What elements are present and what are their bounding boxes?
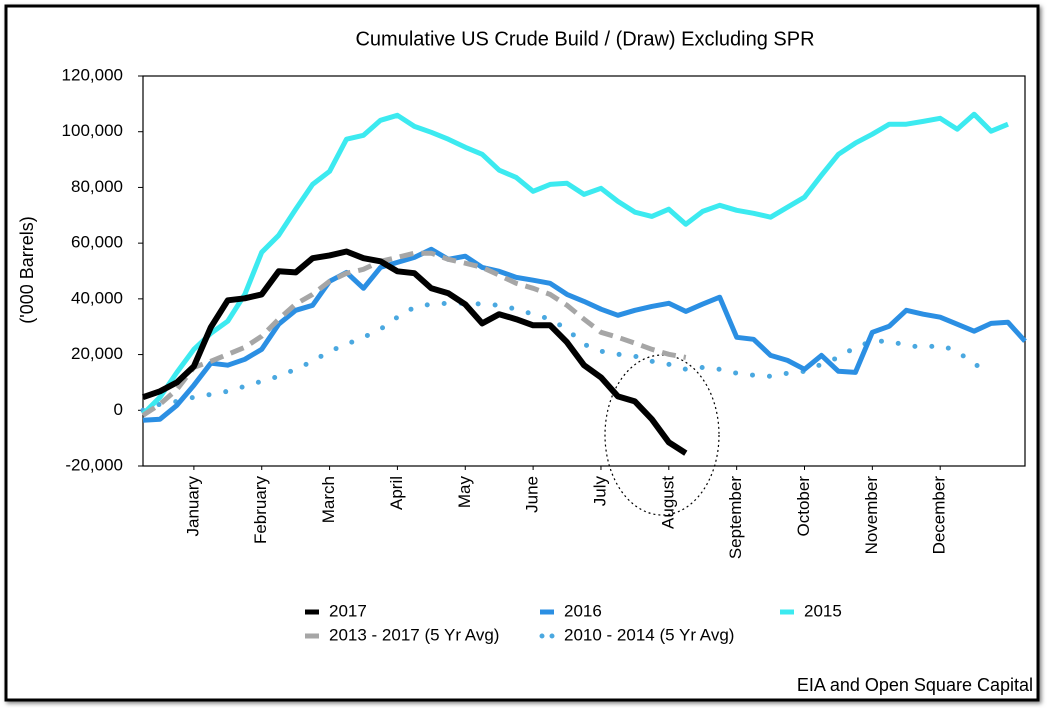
- x-tick-label: April: [387, 476, 406, 510]
- series-line: [140, 300, 994, 413]
- y-tick-label: 40,000: [71, 288, 123, 307]
- x-tick-label: May: [455, 476, 474, 509]
- legend-label: 2017: [329, 601, 367, 620]
- y-tick-label: -20,000: [65, 455, 123, 474]
- legend-label: 2016: [564, 601, 602, 620]
- x-tick-label: July: [590, 476, 609, 507]
- series-line: [141, 111, 1009, 416]
- x-tick-label: December: [930, 476, 949, 555]
- x-tick-label: November: [862, 476, 881, 555]
- legend-label: 2015: [804, 601, 842, 620]
- plot-area: [142, 75, 1026, 467]
- y-axis-label: ('000 Barrels): [17, 216, 37, 323]
- series-line: [141, 250, 687, 418]
- y-tick-label: 60,000: [71, 233, 123, 252]
- y-tick-label: 20,000: [71, 344, 123, 363]
- legend-label: 2013 - 2017 (5 Yr Avg): [329, 625, 499, 644]
- x-tick-label: August: [658, 476, 677, 529]
- chart-title: Cumulative US Crude Build / (Draw) Exclu…: [355, 28, 814, 50]
- x-tick-label: June: [523, 476, 542, 513]
- y-tick-label: 120,000: [62, 65, 123, 84]
- source-note: EIA and Open Square Capital: [797, 675, 1033, 695]
- y-tick-label: 100,000: [62, 121, 123, 140]
- x-tick-label: February: [251, 476, 270, 545]
- y-tick-label: 0: [114, 400, 123, 419]
- x-tick-label: March: [319, 476, 338, 523]
- legend-label: 2010 - 2014 (5 Yr Avg): [564, 625, 734, 644]
- x-tick-label: January: [183, 476, 202, 537]
- series-line: [142, 246, 1027, 423]
- x-tick-label: September: [726, 476, 745, 559]
- series-line: [142, 248, 688, 456]
- x-tick-label: October: [794, 476, 813, 537]
- frame: [4, 4, 1040, 702]
- annotation-ellipse: [604, 354, 720, 516]
- y-tick-label: 80,000: [71, 177, 123, 196]
